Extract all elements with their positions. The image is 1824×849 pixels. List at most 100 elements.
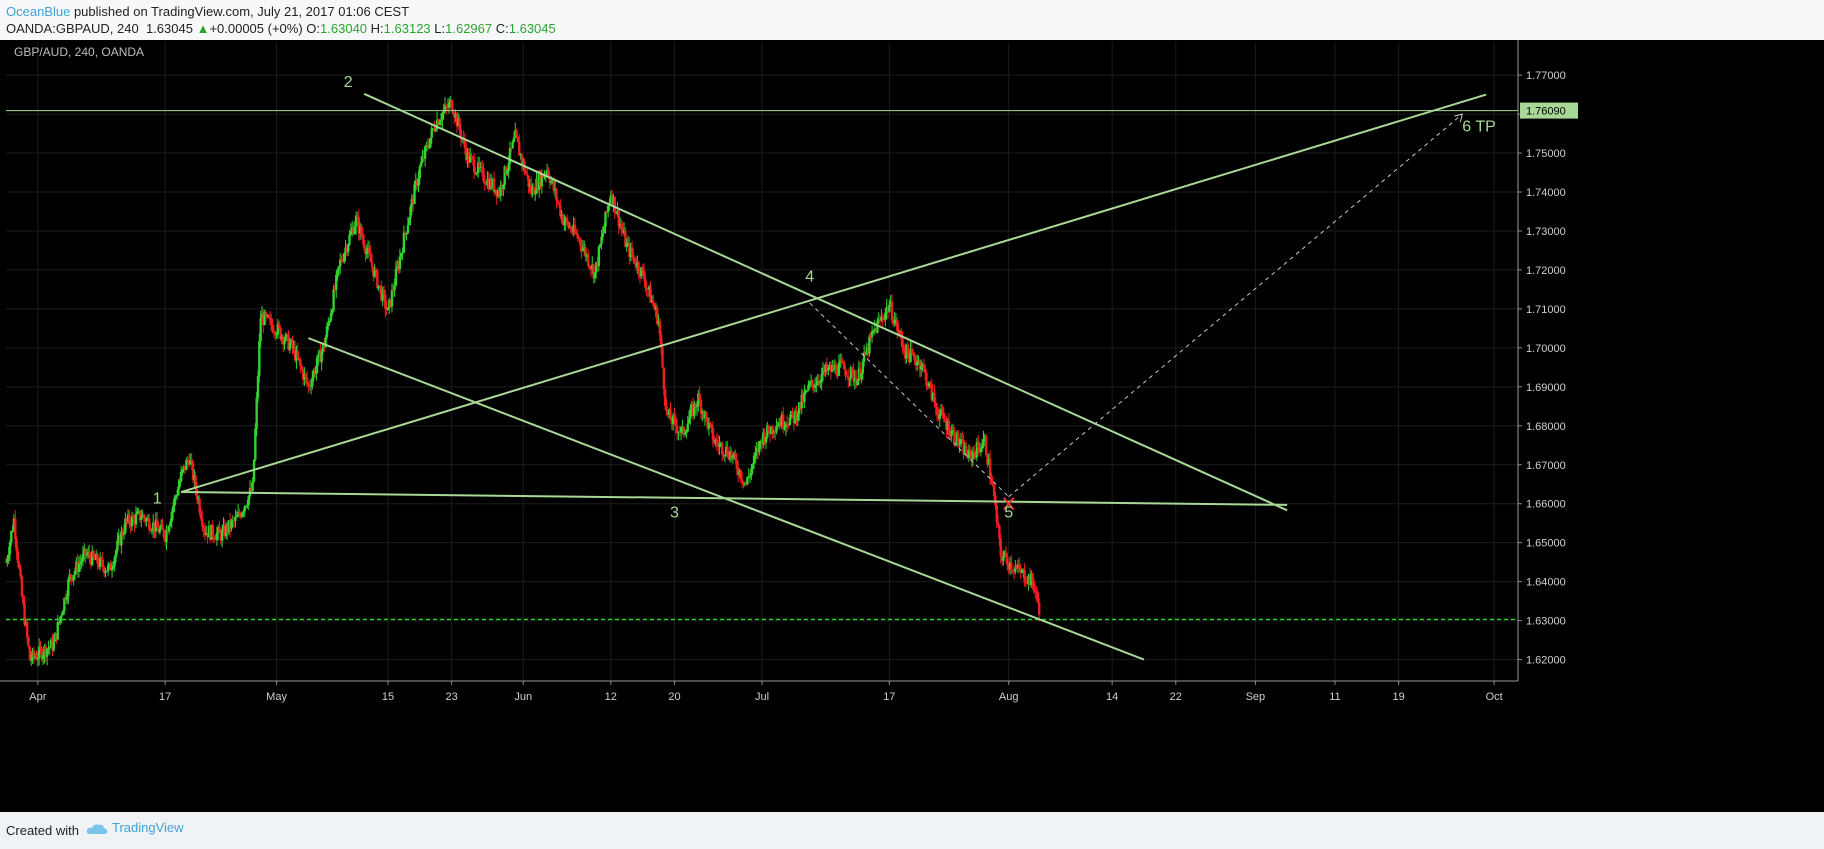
candle-body: [739, 470, 742, 480]
candle-body: [423, 146, 427, 159]
candle-body: [45, 649, 49, 657]
candle-body: [88, 552, 91, 558]
candle-body: [171, 506, 175, 512]
candle-body: [499, 185, 502, 196]
trend-line: [308, 337, 1145, 661]
candle-body: [841, 362, 845, 364]
candle-body: [81, 553, 85, 562]
candle-body: [223, 524, 227, 537]
candle-body: [487, 178, 490, 190]
candle-body: [598, 244, 602, 247]
candle-body: [186, 459, 189, 461]
candle-body: [596, 262, 599, 267]
candle-body: [743, 482, 746, 485]
candle-body: [713, 441, 716, 444]
candle-body: [872, 330, 875, 332]
candle-body: [404, 232, 407, 234]
tradingview-link[interactable]: TradingView: [86, 820, 184, 836]
candle-body: [820, 374, 823, 383]
candle-body: [220, 529, 224, 541]
candle-body: [799, 402, 802, 409]
candle-body: [495, 189, 498, 197]
candle-body: [203, 528, 207, 536]
candle-body: [748, 475, 752, 477]
candle-body: [793, 410, 797, 424]
candle-body: [299, 360, 302, 367]
low-label: L:: [434, 21, 446, 36]
candle-body: [869, 336, 872, 338]
candle-body: [683, 432, 687, 435]
candle-body: [759, 440, 762, 442]
candle-body: [650, 300, 654, 303]
candle-body: [896, 319, 899, 332]
candle-body: [656, 307, 659, 325]
candle-body: [475, 172, 479, 174]
candle-body: [673, 415, 676, 419]
candle-body: [451, 108, 455, 114]
candle-body: [909, 348, 912, 363]
candle-body: [563, 222, 566, 225]
candle-body: [274, 332, 277, 336]
target-x-mark: [1002, 497, 1015, 511]
candle-body: [117, 535, 120, 541]
candle-body: [531, 187, 534, 195]
candle-body: [397, 265, 400, 269]
candle-body: [308, 385, 311, 387]
candle-body: [323, 343, 326, 348]
candle-body: [321, 343, 325, 352]
candle-body: [369, 253, 372, 262]
candle-body: [40, 648, 44, 660]
candle-body: [337, 266, 341, 270]
candle-body: [396, 265, 399, 270]
candle-body: [454, 113, 457, 118]
candle-body: [662, 367, 666, 390]
candle-body: [185, 459, 188, 471]
candle-body: [831, 365, 834, 372]
candle-body: [80, 561, 83, 563]
candle-body: [652, 300, 655, 306]
candle-body: [888, 304, 891, 312]
candle-body: [170, 511, 173, 522]
candle-body: [376, 270, 379, 289]
candle-body: [694, 403, 697, 408]
candle-body: [284, 333, 288, 341]
candle-body: [360, 225, 363, 236]
candle-body: [121, 531, 124, 535]
candle-body: [246, 504, 249, 507]
close-label: C:: [495, 21, 509, 36]
candle-body: [173, 498, 176, 507]
candle-body: [557, 202, 561, 205]
candle-body: [736, 469, 740, 475]
candle-body: [934, 402, 937, 407]
candle-body: [874, 328, 878, 333]
candle-body: [1019, 568, 1022, 573]
created-with-text: Created with: [6, 823, 79, 838]
candle-body: [470, 155, 473, 158]
candle-body: [496, 190, 500, 197]
author-link[interactable]: OceanBlue: [6, 4, 71, 19]
candle-body: [536, 178, 540, 190]
candle-body: [514, 130, 517, 138]
candle-body: [240, 512, 244, 517]
candle-body: [534, 193, 537, 195]
candle-body: [270, 318, 273, 325]
time-tick-label: Sep: [1246, 691, 1266, 703]
candle-body: [43, 646, 46, 656]
candle-body: [634, 263, 638, 268]
candle-body: [1027, 575, 1030, 584]
candle-body: [55, 633, 58, 640]
candle-body: [400, 253, 403, 257]
candle-body: [866, 347, 870, 354]
candle-body: [738, 470, 741, 475]
highlight-price-label: 1.76090: [1526, 106, 1566, 118]
candle-body: [417, 178, 420, 186]
time-tick-label: Jun: [514, 691, 532, 703]
candle-body: [660, 334, 663, 348]
candle-body: [336, 269, 339, 275]
candle-body: [541, 173, 545, 178]
candle-body: [1015, 567, 1018, 569]
candle-body: [763, 432, 766, 443]
candle-body: [1016, 565, 1020, 568]
